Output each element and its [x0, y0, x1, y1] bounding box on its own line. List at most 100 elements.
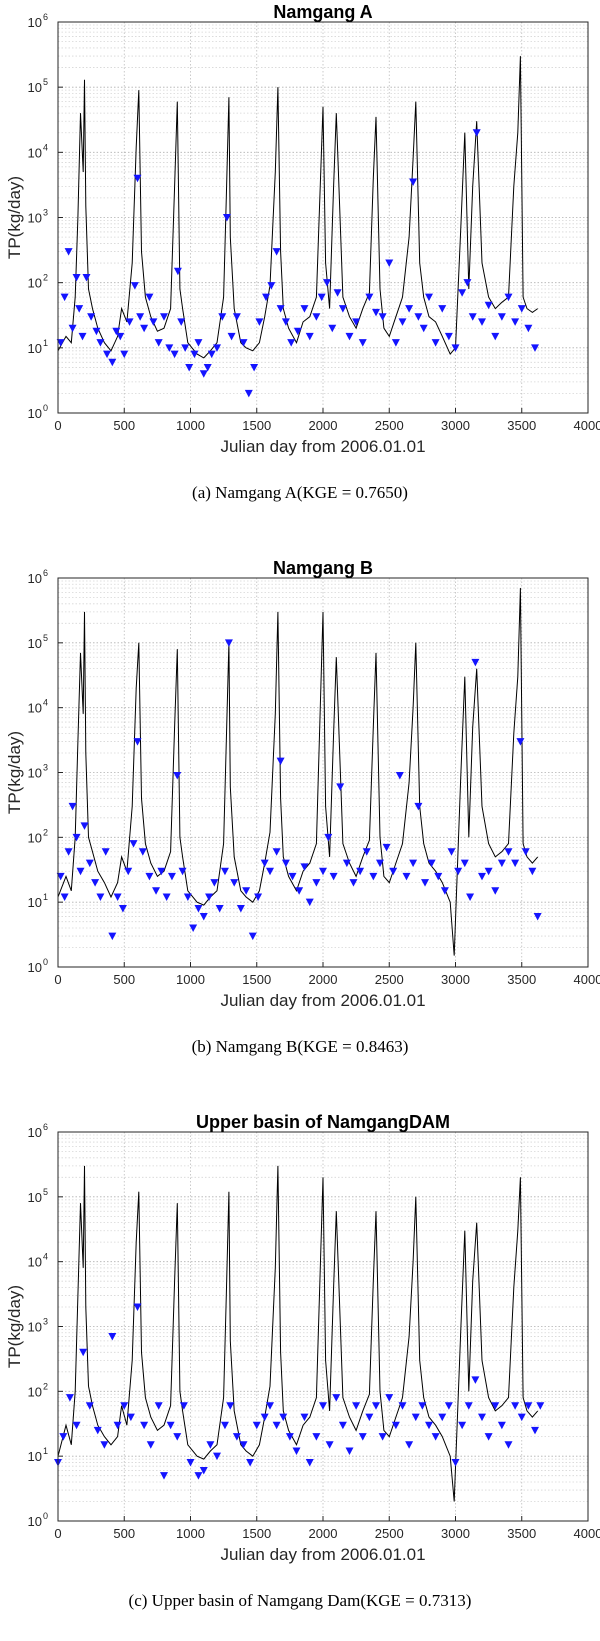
y-tick-label: 10: [28, 571, 42, 586]
observed-point: [133, 1303, 142, 1311]
observed-point: [365, 293, 374, 302]
observed-point: [324, 833, 333, 842]
y-tick-exponent: 6: [43, 568, 48, 578]
observed-point: [79, 1348, 88, 1357]
observed-point: [189, 924, 198, 932]
observed-point: [521, 848, 530, 856]
x-tick-label: 0: [54, 972, 61, 987]
observed-point: [372, 308, 380, 317]
y-tick-exponent: 2: [43, 827, 48, 837]
observed-point: [434, 872, 443, 881]
observed-point: [179, 1402, 188, 1410]
grid: [58, 22, 588, 413]
observed-point: [305, 898, 314, 907]
observed-point: [140, 324, 149, 333]
observed-point: [338, 1421, 347, 1430]
observed-point: [398, 1402, 407, 1410]
grid: [58, 1132, 588, 1521]
plot-frame: [57, 21, 589, 414]
observed-point: [72, 274, 81, 282]
y-tick-label: 10: [28, 80, 42, 95]
observed-point: [252, 1421, 261, 1430]
observed-point: [101, 848, 110, 856]
observed-point: [405, 305, 414, 313]
observed-point: [244, 389, 253, 398]
y-tick-label: 10: [28, 15, 42, 30]
y-axis-label: TP(kg/day): [5, 1285, 24, 1368]
observed-point: [199, 370, 208, 378]
observed-point: [218, 313, 227, 321]
observed-point: [281, 859, 290, 868]
observed-point: [103, 350, 112, 359]
observed-point: [215, 904, 224, 913]
observed-point: [186, 1458, 195, 1467]
observed-point: [504, 1441, 513, 1449]
x-tick-label: 2500: [375, 972, 404, 987]
observed-point: [478, 318, 486, 326]
observed-point: [352, 1402, 361, 1410]
observed-point: [157, 867, 166, 876]
observed-point: [385, 259, 394, 268]
observed-point: [183, 893, 192, 902]
observed-point: [232, 313, 241, 321]
x-tick-label: 2000: [309, 972, 338, 987]
observed-point: [93, 1426, 102, 1435]
observed-point: [82, 274, 91, 282]
x-tick-label: 500: [113, 1526, 135, 1541]
observed-point: [267, 282, 276, 290]
observed-point: [517, 1413, 526, 1422]
observed-point: [458, 289, 467, 297]
observed-point: [181, 344, 190, 352]
observed-point: [213, 344, 221, 352]
observed-point: [146, 1441, 155, 1449]
observed-point: [194, 904, 203, 913]
observed-point: [108, 358, 117, 367]
observed-point: [471, 658, 480, 667]
x-tick-label: 1000: [176, 1526, 205, 1541]
observed-point: [248, 932, 257, 941]
observed-point: [194, 1472, 203, 1480]
y-tick-label: 10: [28, 211, 42, 226]
observed-point: [497, 859, 506, 868]
observed-point: [205, 893, 214, 902]
x-tick-label: 4000: [574, 418, 600, 433]
y-tick-label: 10: [28, 701, 42, 716]
y-tick-label: 10: [28, 1320, 42, 1335]
y-tick-label: 10: [28, 830, 42, 845]
observed-point: [440, 887, 449, 895]
observed-point: [96, 339, 105, 347]
x-tick-label: 3000: [441, 1526, 470, 1541]
observed-point: [484, 867, 493, 876]
observed-point: [531, 1426, 539, 1435]
observed-series: [56, 639, 542, 941]
x-tick-label: 3500: [507, 418, 536, 433]
y-tick-exponent: 0: [43, 1511, 48, 1521]
observed-point: [378, 1433, 387, 1441]
observed-point: [190, 350, 199, 359]
observed-point: [154, 339, 163, 347]
observed-point: [266, 867, 274, 876]
observed-point: [287, 339, 296, 347]
observed-point: [372, 1402, 380, 1410]
observed-point: [451, 1458, 460, 1467]
observed-point: [255, 318, 264, 326]
y-tick-label: 10: [28, 341, 42, 356]
observed-point: [336, 783, 345, 791]
observed-point: [431, 339, 440, 347]
observed-point: [149, 318, 158, 326]
observed-point: [478, 872, 486, 881]
observed-point: [100, 1441, 109, 1449]
y-tick-label: 10: [28, 895, 42, 910]
observed-point: [145, 293, 154, 302]
observed-point: [444, 332, 453, 341]
observed-point: [281, 318, 290, 326]
y-tick-exponent: 3: [43, 1317, 48, 1327]
x-tick-label: 500: [113, 418, 135, 433]
x-tick-label: 2000: [309, 418, 338, 433]
simulated-series-line: [57, 587, 539, 956]
y-tick-label: 10: [28, 1190, 42, 1205]
observed-point: [395, 771, 404, 780]
y-tick-label: 10: [28, 1255, 42, 1270]
observed-point: [418, 1402, 427, 1410]
x-tick-label: 3000: [441, 972, 470, 987]
